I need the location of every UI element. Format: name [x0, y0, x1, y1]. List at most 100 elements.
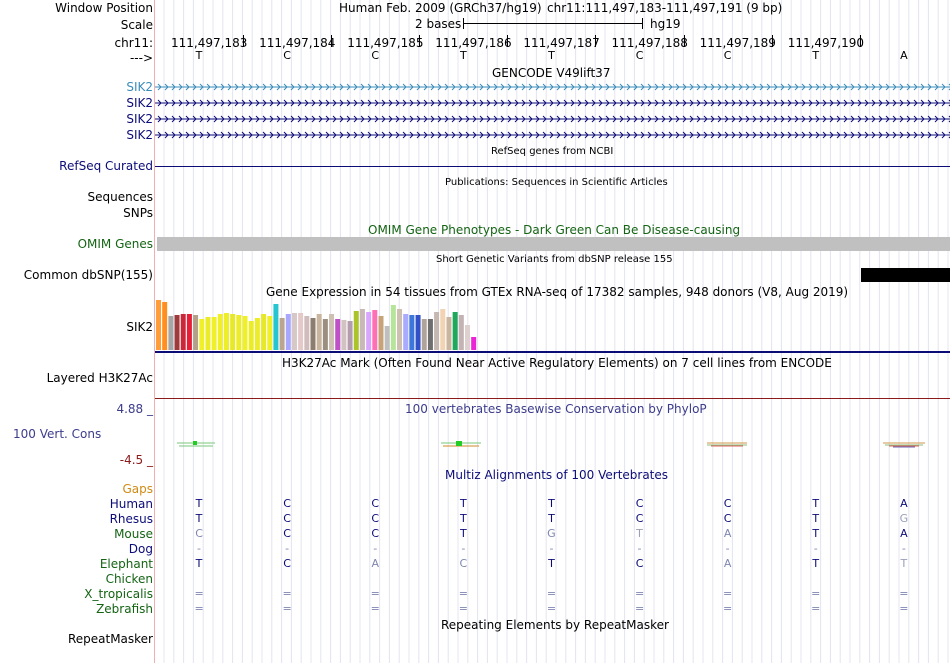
gtex-tissue-bar[interactable] [174, 315, 180, 350]
chrom-position: 111,497,190 [787, 36, 865, 50]
gtex-tissue-bar[interactable] [248, 321, 254, 350]
refseq-label[interactable]: RefSeq Curated [59, 159, 153, 173]
gtex-tissue-bar[interactable] [465, 325, 470, 350]
gencode-track-label[interactable]: SIK2 [126, 112, 153, 126]
chrom-tick [595, 35, 597, 47]
gtex-tissue-bar[interactable] [390, 305, 396, 350]
species-label[interactable]: Chicken [105, 572, 153, 586]
gtex-tissue-bar[interactable] [291, 313, 297, 350]
gtex-label[interactable]: SIK2 [126, 320, 153, 334]
gtex-tissue-bar[interactable] [162, 302, 168, 350]
h3k27ac-baseline[interactable] [155, 398, 950, 399]
gtex-tissue-bar[interactable] [409, 315, 415, 350]
gtex-title: Gene Expression in 54 tissues from GTEx … [266, 285, 849, 299]
sequences-label[interactable]: Sequences [87, 190, 153, 204]
gtex-tissue-bar[interactable] [298, 313, 304, 350]
gtex-tissue-bar[interactable] [458, 315, 464, 350]
gtex-tissue-bar[interactable] [304, 316, 310, 350]
gtex-tissue-bar[interactable] [156, 300, 161, 350]
gtex-tissue-bar[interactable] [322, 319, 328, 350]
repeatmasker-label[interactable]: RepeatMasker [67, 632, 153, 646]
snps-label[interactable]: SNPs [123, 206, 153, 220]
omim-feature-bar[interactable] [157, 237, 950, 251]
gtex-tissue-bar[interactable] [236, 315, 242, 350]
gencode-transcript[interactable] [155, 131, 950, 139]
gtex-tissue-bar[interactable] [421, 319, 427, 350]
gencode-track-label[interactable]: SIK2 [126, 96, 153, 110]
phylop-min-label: -4.5 _ [119, 453, 153, 467]
gtex-tissue-bar[interactable] [359, 309, 365, 350]
gtex-tissue-bar[interactable] [353, 311, 359, 350]
gtex-tissue-bar[interactable] [168, 316, 174, 350]
gtex-tissue-bar[interactable] [434, 312, 440, 350]
gtex-tissue-bar[interactable] [267, 316, 273, 350]
omim-label[interactable]: OMIM Genes [77, 237, 153, 251]
dbsnp-feature[interactable] [861, 268, 950, 282]
gtex-tissue-bar[interactable] [254, 318, 260, 350]
chrom-tick [419, 35, 421, 47]
aligned-base: T [548, 497, 555, 510]
gtex-tissue-bar[interactable] [440, 309, 446, 350]
gtex-tissue-bar[interactable] [397, 309, 403, 350]
aligned-base: = [282, 587, 292, 600]
gtex-tissue-bar[interactable] [273, 304, 279, 350]
gtex-tissue-bar[interactable] [329, 314, 335, 350]
phylop-track[interactable] [155, 436, 950, 452]
gtex-tissue-bar[interactable] [211, 317, 217, 350]
gtex-tissue-bar[interactable] [378, 316, 384, 350]
gtex-tissue-bar[interactable] [452, 312, 458, 350]
gencode-tracks[interactable] [155, 80, 950, 144]
gencode-track-label[interactable]: SIK2 [126, 80, 153, 94]
gtex-tissue-bar[interactable] [186, 314, 192, 350]
species-label[interactable]: Elephant [99, 557, 153, 571]
gtex-tissue-bar[interactable] [347, 321, 353, 350]
gtex-tissue-bar[interactable] [279, 318, 285, 350]
gtex-tissue-bar[interactable] [427, 319, 433, 350]
gencode-transcript[interactable] [155, 83, 950, 91]
gtex-tissue-bar[interactable] [199, 319, 205, 350]
gtex-tissue-bar[interactable] [223, 313, 229, 350]
gtex-tissue-bar[interactable] [205, 317, 211, 350]
gtex-tissue-bar[interactable] [180, 314, 186, 350]
gtex-tissue-bar[interactable] [193, 315, 199, 350]
gtex-tissue-bar[interactable] [403, 314, 409, 350]
gtex-tissue-bar[interactable] [316, 314, 322, 350]
chrom-tick [331, 35, 333, 47]
h3k27ac-label[interactable]: Layered H3K27Ac [46, 371, 153, 385]
gtex-tissue-bar[interactable] [335, 319, 341, 350]
species-label[interactable]: X_tropicalis [84, 587, 153, 601]
species-label[interactable]: Human [109, 497, 153, 511]
dbsnp-title: Short Genetic Variants from dbSNP releas… [436, 254, 673, 265]
gtex-tissue-bar[interactable] [384, 326, 390, 350]
species-label[interactable]: Zebrafish [96, 602, 153, 616]
gtex-tissue-bar[interactable] [366, 312, 372, 350]
gtex-tissue-bar[interactable] [242, 316, 248, 350]
phylop-label[interactable]: 100 Vert. Cons [13, 427, 102, 441]
gencode-transcript[interactable] [155, 115, 950, 123]
gtex-barchart[interactable] [155, 300, 950, 353]
gtex-tissue-bar[interactable] [341, 320, 347, 350]
gtex-tissue-bar[interactable] [285, 314, 291, 350]
refseq-line[interactable] [155, 166, 950, 167]
gtex-tissue-bar[interactable] [446, 317, 452, 350]
aligned-base: C [635, 557, 644, 570]
gtex-tissue-bar[interactable] [471, 337, 477, 350]
gtex-tissue-bar[interactable] [310, 318, 316, 350]
gtex-tissue-bar[interactable] [372, 310, 378, 350]
aligned-base: T [548, 557, 555, 570]
gtex-tissue-bar[interactable] [230, 314, 236, 350]
gencode-transcript[interactable] [155, 99, 950, 107]
gtex-tissue-bar[interactable] [415, 315, 421, 350]
aligned-base: = [546, 587, 557, 600]
gencode-track-label[interactable]: SIK2 [126, 128, 153, 142]
gaps-label[interactable]: Gaps [122, 482, 153, 496]
species-label[interactable]: Mouse [114, 527, 153, 541]
gtex-tissue-bar[interactable] [217, 314, 223, 350]
species-label[interactable]: Rhesus [109, 512, 153, 526]
gtex-tissue-bar[interactable] [261, 314, 267, 350]
dbsnp-label[interactable]: Common dbSNP(155) [23, 268, 153, 282]
aligned-base: T [548, 512, 555, 525]
repeatmasker-title: Repeating Elements by RepeatMasker [441, 618, 669, 632]
species-label[interactable]: Dog [128, 542, 153, 556]
phylop-title: 100 vertebrates Basewise Conservation by… [405, 402, 707, 416]
